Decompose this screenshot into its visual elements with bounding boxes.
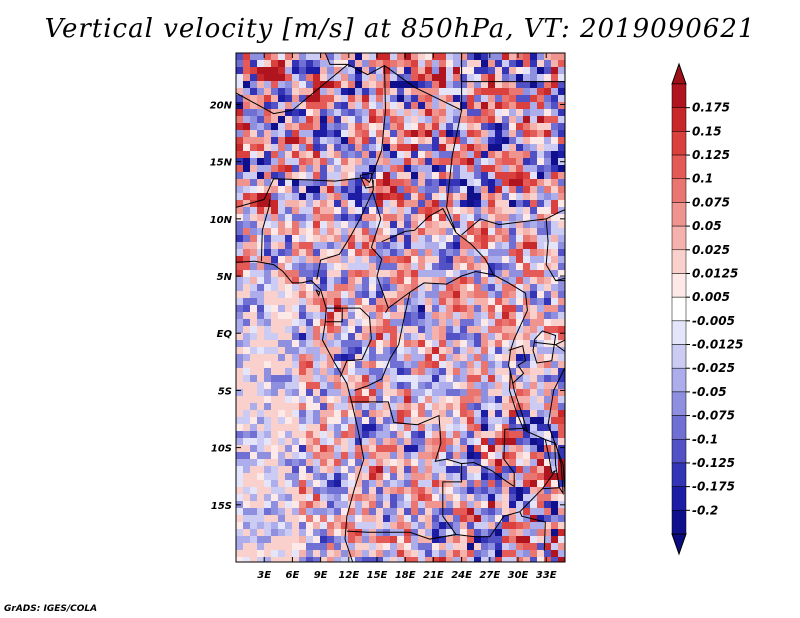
colorbar-label: 0.05 [692,219,722,233]
colorbar-segment [671,344,687,369]
latitude-labels: 20N 15N 10N 5N EQ 5S 10S 15S [210,100,233,511]
colorbar-segment [671,107,687,132]
colorbar-label: -0.005 [692,314,735,328]
colorbar-segment [671,202,687,227]
colorbar-segment [671,154,687,179]
colorbar-label: -0.1 [692,432,718,446]
lon-tick-label: 30E [508,570,529,581]
map-frame [235,52,566,563]
lat-tick-label: 5N [217,272,233,283]
colorbar-label: 0.175 [692,101,730,115]
map-ticks [236,53,565,562]
colorbar-label: -0.125 [692,456,735,470]
colorbar-segment [671,131,687,156]
lon-tick-label: 21E [423,570,444,581]
colorbar-segment [671,83,687,108]
colorbar-label: 0.025 [692,243,730,257]
colorbar-label: -0.0125 [692,338,743,352]
colorbar-segment [671,367,687,393]
lat-tick-label: 5S [218,386,232,397]
lon-tick-label: 24E [451,570,472,581]
lon-tick-label: 9E [314,570,328,581]
lon-tick-label: 18E [395,570,416,581]
colorbar-label: 0.005 [692,290,730,304]
lon-tick-label: 33E [536,570,557,581]
colorbar-segment [671,320,687,345]
lon-tick-label: 27E [479,570,500,581]
colorbar-label: -0.025 [692,361,735,375]
colorbar-label: -0.175 [692,480,735,494]
colorbar-segment [671,391,687,416]
lon-tick-label: 15E [367,570,388,581]
colorbar-segment [671,296,687,322]
lat-tick-label: 10S [211,444,232,455]
colorbar-label: -0.2 [692,503,718,517]
lat-tick-label: EQ [217,329,233,340]
longitude-labels: 3E 6E 9E 12E 15E 18E 21E 24E 27E 30E 33E [257,570,556,581]
lat-tick-label: 15S [211,501,232,512]
colorbar-segment [671,415,687,440]
lat-tick-label: 10N [210,215,233,226]
colorbar-segment [671,510,687,535]
colorbar: 0.175 0.15 0.125 0.1 0.075 0.05 0.025 0.0125 0.0… [671,62,743,556]
colorbar-label: -0.05 [692,385,727,399]
colorbar-segment [671,249,687,274]
colorbar-top-arrow [671,62,687,85]
lon-tick-label: 6E [286,570,300,581]
colorbar-segment [671,273,687,298]
lat-tick-label: 15N [210,158,233,169]
colorbar-segment [671,178,687,203]
colorbar-bottom-arrow [671,533,687,556]
colorbar-label: 0.0125 [692,266,738,280]
colorbar-segment [671,439,687,464]
lon-tick-label: 3E [257,570,271,581]
colorbar-label: 0.125 [692,148,730,162]
velocity-field [236,53,565,562]
country-borders [236,53,565,562]
chart-title: Vertical velocity [m/s] at 850hPa, VT: 2… [44,14,756,44]
grads-credit: GrADS: IGES/COLA [4,604,98,614]
colorbar-label: 0.15 [692,124,722,138]
colorbar-segment [671,486,687,511]
colorbar-label: 0.075 [692,195,730,209]
lat-tick-label: 20N [210,100,233,111]
colorbar-segment [671,462,687,487]
colorbar-label: 0.1 [692,172,713,186]
lon-tick-label: 12E [338,570,359,581]
colorbar-segment [671,225,687,251]
colorbar-label: -0.075 [692,409,735,423]
